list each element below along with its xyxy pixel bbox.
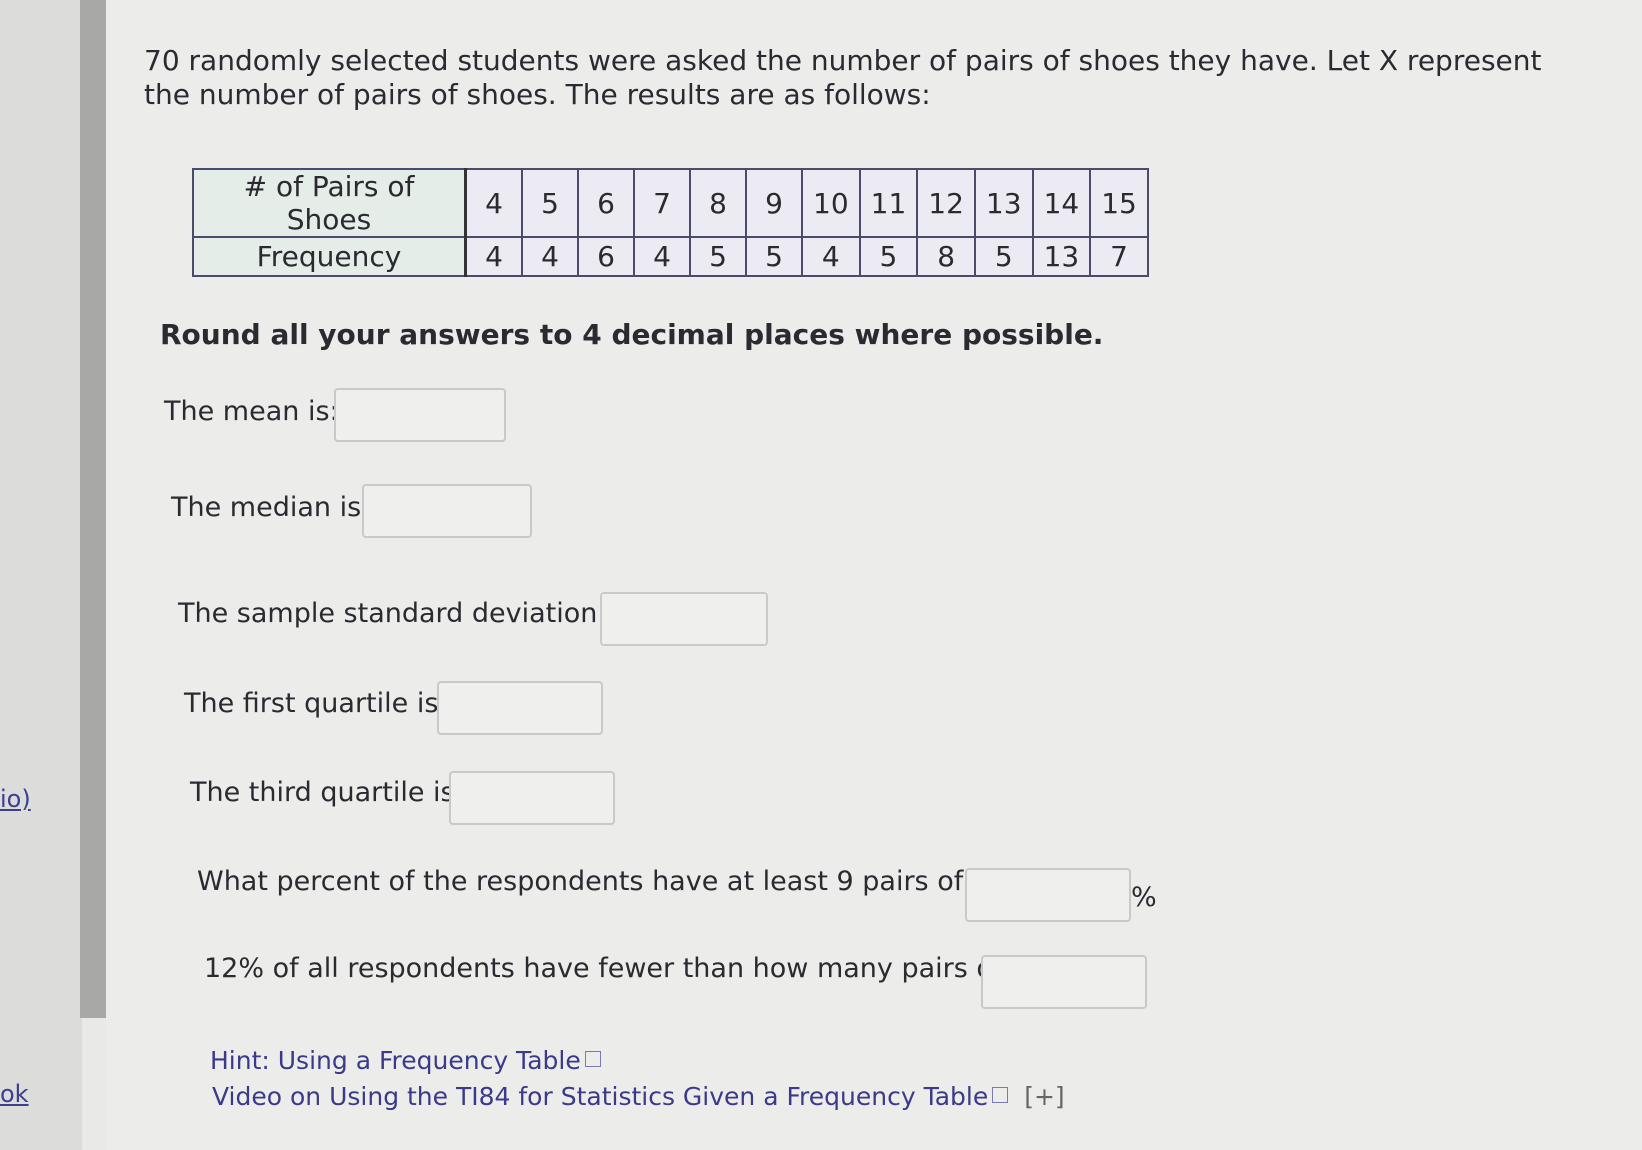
value-cell: 5 (521, 168, 579, 238)
percent-label: What percent of the respondents have at … (197, 866, 1068, 897)
sd-label: The sample standard deviation is: (178, 598, 637, 629)
row-label: Frequency (192, 236, 467, 277)
frequency-cell: 5 (745, 236, 803, 277)
value-cell: 6 (577, 168, 635, 238)
value-cell: 11 (858, 168, 919, 238)
table-row: Frequency 4 4 6 4 5 5 4 5 8 5 13 7 (192, 236, 1149, 277)
expand-button[interactable]: [+] (1024, 1082, 1065, 1111)
q3-input[interactable] (449, 771, 615, 825)
value-cell: 12 (916, 168, 976, 238)
frequency-cell: 8 (916, 236, 976, 277)
value-cell: 9 (745, 168, 803, 238)
sidebar-link[interactable]: ok (0, 1080, 29, 1108)
value-cell: 14 (1031, 168, 1092, 238)
hint-link[interactable]: Hint: Using a Frequency Table (210, 1046, 601, 1075)
external-link-icon (992, 1087, 1009, 1103)
frequency-cell: 13 (1031, 236, 1092, 277)
percent-input[interactable] (965, 868, 1131, 922)
frequency-cell: 4 (633, 236, 691, 277)
video-label: Video on Using the TI84 for Statistics G… (212, 1082, 989, 1111)
fewer-label: 12% of all respondents have fewer than h… (204, 953, 1107, 984)
value-cell: 4 (464, 168, 523, 238)
frequency-cell: 5 (973, 236, 1034, 277)
instruction: Round all your answers to 4 decimal plac… (160, 318, 1104, 351)
hint-label: Hint: Using a Frequency Table (210, 1046, 581, 1075)
q3-label: The third quartile is: (190, 777, 464, 808)
sd-input[interactable] (600, 592, 768, 646)
external-link-icon (584, 1051, 601, 1067)
q1-input[interactable] (437, 681, 603, 735)
question-intro: 70 randomly selected students were asked… (144, 44, 1542, 111)
value-cell: 13 (973, 168, 1034, 238)
scrollbar[interactable] (80, 0, 106, 1018)
value-cell: 15 (1089, 168, 1149, 238)
value-cell: 10 (801, 168, 861, 238)
question-content: 70 randomly selected students were asked… (106, 0, 1642, 1150)
q1-label: The first quartile is: (184, 688, 448, 719)
value-cell: 7 (633, 168, 691, 238)
frequency-cell: 6 (577, 236, 635, 277)
frequency-cell: 7 (1089, 236, 1149, 277)
value-cell: 8 (689, 168, 747, 238)
frequency-cell: 4 (464, 236, 523, 277)
sidebar-link[interactable]: io) (0, 785, 31, 813)
frequency-cell: 5 (689, 236, 747, 277)
frequency-table: # of Pairs of Shoes 4 5 6 7 8 9 10 11 12 13 14 15 Fr… (192, 168, 1149, 277)
frequency-cell: 4 (521, 236, 579, 277)
median-label: The median is: (171, 492, 371, 523)
median-input[interactable] (362, 484, 532, 538)
percent-unit: % (1131, 882, 1157, 913)
fewer-input[interactable] (981, 955, 1147, 1009)
frequency-cell: 5 (858, 236, 919, 277)
row-label: # of Pairs of Shoes (192, 168, 467, 238)
mean-label: The mean is: (164, 396, 339, 427)
video-link[interactable]: Video on Using the TI84 for Statistics G… (212, 1082, 1065, 1111)
frequency-cell: 4 (801, 236, 861, 277)
mean-input[interactable] (334, 388, 506, 442)
table-row: # of Pairs of Shoes 4 5 6 7 8 9 10 11 12 13 14 15 (192, 168, 1149, 238)
left-pane: io) ok (0, 0, 82, 1150)
